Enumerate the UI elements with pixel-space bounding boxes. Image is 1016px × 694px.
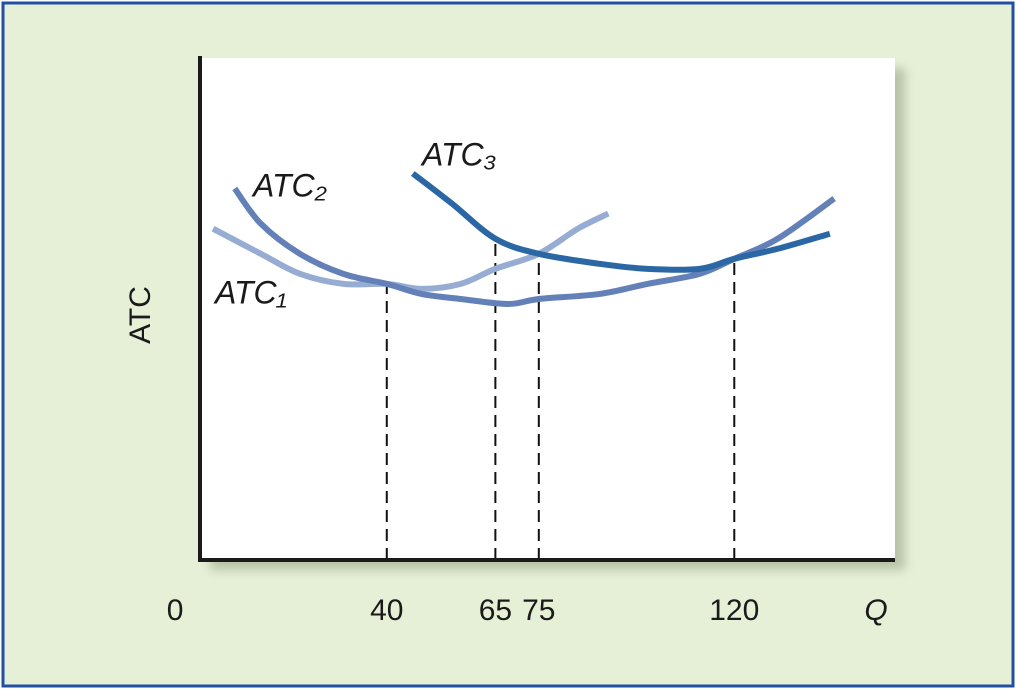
curve bbox=[411, 171, 831, 273]
x-tick-label: 65 bbox=[479, 594, 512, 627]
x-tick-label: 120 bbox=[709, 594, 759, 627]
curve bbox=[211, 210, 610, 292]
curve-label: ATC₁ bbox=[213, 274, 287, 310]
x-tick-label: 40 bbox=[370, 594, 403, 627]
x-axis-label: Q bbox=[864, 594, 887, 627]
plot-area bbox=[200, 58, 895, 560]
curve-label: ATC₂ bbox=[251, 167, 327, 203]
y-axis-label: ATC bbox=[124, 286, 157, 344]
curve-label: ATC₃ bbox=[420, 136, 496, 172]
x-tick-label: 0 bbox=[167, 594, 184, 627]
x-tick-label: 75 bbox=[522, 594, 555, 627]
